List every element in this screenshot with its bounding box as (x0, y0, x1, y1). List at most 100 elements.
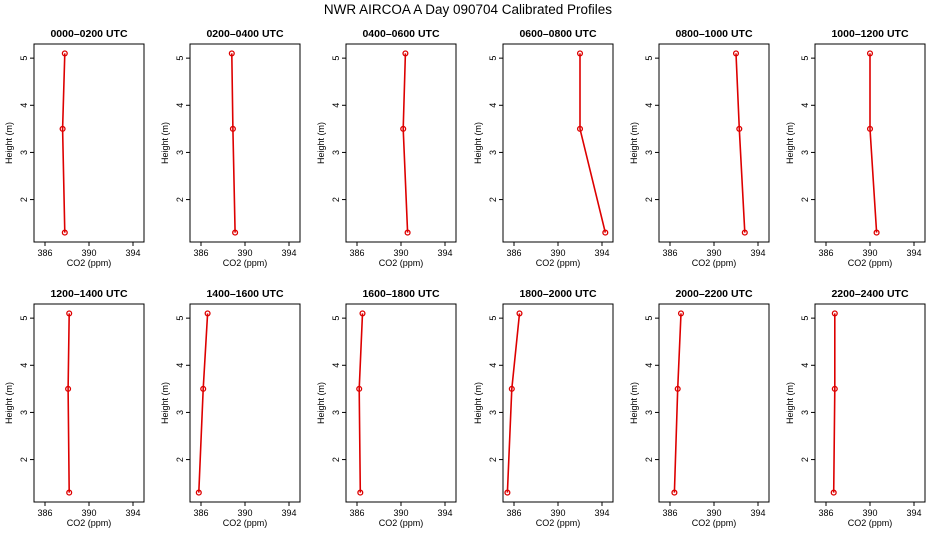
panel-11: 2000–2200 UTC 386 390 394 2 3 4 5 CO2 (ppm) Heigh… (629, 288, 770, 528)
x-tick-label: 394 (125, 508, 140, 518)
plot-frame (502, 43, 614, 243)
data-point (200, 385, 207, 392)
x-tick-label: 390 (550, 248, 565, 258)
profile-line (506, 313, 521, 493)
x-tick-label: 390 (550, 508, 565, 518)
x-tick-label: 386 (506, 248, 521, 258)
x-tick-label: 386 (818, 248, 833, 258)
y-tick-label: 5 (19, 56, 29, 61)
y-tick-label: 2 (331, 457, 341, 462)
profile-line (67, 313, 70, 493)
data-point (61, 50, 68, 57)
profile-line (61, 53, 66, 233)
y-tick-label: 5 (175, 316, 185, 321)
y-axis-label: Height (m) (316, 122, 326, 164)
x-axis-label: CO2 (ppm) (692, 258, 737, 268)
y-tick-label: 2 (644, 457, 654, 462)
y-tick-label: 3 (175, 150, 185, 155)
profile-line (402, 53, 409, 233)
y-tick-label: 2 (175, 457, 185, 462)
x-tick-label: 390 (81, 508, 96, 518)
data-point (359, 310, 366, 317)
y-tick-label: 2 (488, 457, 498, 462)
plot-frame (345, 303, 457, 503)
panel-3: 0400–0600 UTC 386 390 394 2 3 4 5 CO2 (ppm) Heigh… (316, 28, 457, 268)
data-point (602, 229, 609, 236)
panel-5: 0800–1000 UTC 386 390 394 2 3 4 5 CO2 (ppm) Heigh… (629, 28, 770, 268)
data-point (866, 50, 874, 57)
data-point (66, 489, 73, 496)
x-axis-label: CO2 (ppm) (536, 518, 581, 528)
x-tick-label: 386 (349, 508, 364, 518)
x-tick-label: 394 (906, 508, 921, 518)
plot-frame (33, 303, 145, 503)
x-tick-label: 386 (37, 248, 52, 258)
x-tick-label: 390 (237, 508, 252, 518)
y-axis-label: Height (m) (160, 122, 170, 164)
x-tick-label: 390 (393, 248, 408, 258)
profile-line (832, 313, 836, 493)
data-point (736, 125, 743, 132)
x-tick-label: 390 (706, 248, 721, 258)
panel-12: 2200–2400 UTC 386 390 394 2 3 4 5 CO2 (ppm) Heigh… (785, 288, 926, 528)
data-point (831, 385, 838, 392)
data-point (576, 125, 584, 132)
x-axis-label: CO2 (ppm) (848, 518, 893, 528)
data-point (866, 125, 874, 132)
y-tick-label: 5 (800, 316, 810, 321)
profile-line (735, 53, 746, 233)
panel-6: 1000–1200 UTC 386 390 394 2 3 4 5 CO2 (ppm) Heigh… (785, 28, 926, 268)
panel-title: 1200–1400 UTC (50, 288, 127, 300)
y-tick-label: 4 (800, 103, 810, 108)
data-point (195, 489, 202, 496)
data-point (741, 229, 748, 236)
panel-7: 1200–1400 UTC 386 390 394 2 3 4 5 CO2 (ppm) Heigh… (4, 288, 145, 528)
y-tick-label: 2 (488, 197, 498, 202)
y-tick-label: 4 (331, 363, 341, 368)
x-tick-label: 390 (706, 508, 721, 518)
x-tick-label: 394 (281, 508, 296, 518)
y-tick-label: 3 (331, 150, 341, 155)
plot-frame (33, 43, 145, 243)
y-tick-label: 4 (19, 103, 29, 108)
y-tick-label: 5 (644, 316, 654, 321)
x-tick-label: 394 (281, 248, 296, 258)
x-tick-label: 394 (750, 508, 765, 518)
y-tick-label: 5 (331, 56, 341, 61)
panel-title: 0400–0600 UTC (362, 28, 439, 40)
y-tick-label: 4 (19, 363, 29, 368)
y-tick-label: 3 (644, 150, 654, 155)
data-point (229, 125, 236, 132)
y-tick-label: 3 (175, 410, 185, 415)
x-tick-label: 394 (594, 248, 609, 258)
x-tick-label: 390 (81, 248, 96, 258)
y-tick-label: 5 (644, 56, 654, 61)
y-tick-label: 3 (488, 410, 498, 415)
data-point (576, 50, 584, 57)
x-tick-label: 390 (393, 508, 408, 518)
plot-frame (658, 43, 770, 243)
x-tick-label: 390 (862, 248, 877, 258)
y-tick-label: 5 (175, 56, 185, 61)
x-axis-label: CO2 (ppm) (536, 258, 581, 268)
profile-line (231, 53, 236, 233)
y-tick-label: 2 (800, 197, 810, 202)
x-axis-label: CO2 (ppm) (379, 258, 424, 268)
data-point (356, 385, 363, 392)
y-axis-label: Height (m) (473, 122, 483, 164)
y-tick-label: 2 (331, 197, 341, 202)
x-tick-label: 394 (437, 248, 452, 258)
data-point (677, 310, 685, 317)
panel-title: 1000–1200 UTC (831, 28, 908, 40)
data-point (66, 310, 73, 317)
plot-frame (502, 303, 614, 503)
y-axis-label: Height (m) (785, 382, 795, 424)
data-point (873, 229, 880, 236)
x-tick-label: 394 (906, 248, 921, 258)
x-tick-label: 390 (862, 508, 877, 518)
x-tick-label: 394 (437, 508, 452, 518)
x-axis-label: CO2 (ppm) (379, 518, 424, 528)
x-tick-label: 386 (662, 508, 677, 518)
figure-title: NWR AIRCOA A Day 090704 Calibrated Profi… (323, 2, 613, 17)
plot-frame (345, 43, 457, 243)
